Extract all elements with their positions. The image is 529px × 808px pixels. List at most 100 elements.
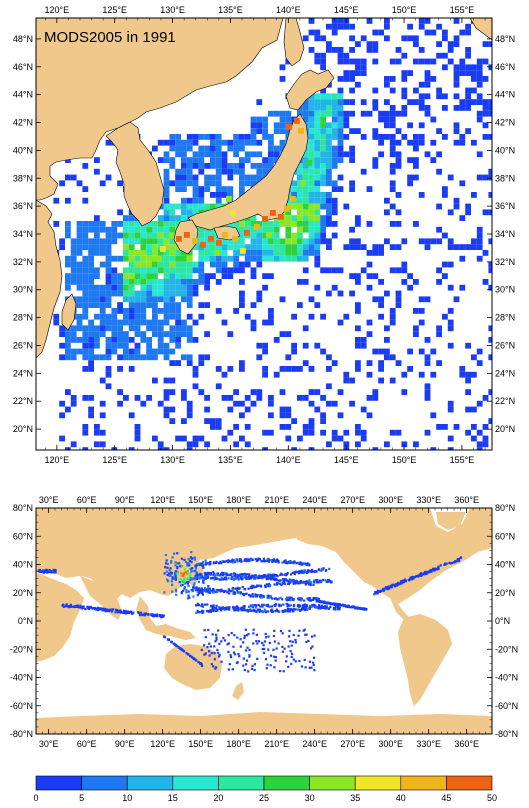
regional-density-cell	[465, 371, 471, 378]
regional-density-cell	[239, 296, 245, 303]
regional-density-cell	[105, 244, 112, 250]
regional-density-cell	[169, 157, 176, 163]
regional-density-cell	[337, 105, 344, 111]
regional-density-cell	[99, 296, 106, 303]
regional-density-cell	[447, 308, 454, 314]
global-landmass	[36, 508, 492, 734]
global-density-cell	[284, 561, 288, 565]
global-density-cell	[229, 656, 233, 659]
global-density-cell	[322, 578, 325, 582]
regional-density-cell	[366, 371, 373, 378]
regional-density-cell	[355, 81, 361, 88]
regional-density-cell	[76, 273, 83, 279]
global-density-cell	[190, 551, 193, 554]
global-density-cell	[248, 655, 251, 658]
regional-density-cell	[302, 244, 309, 250]
global-density-cell	[444, 562, 447, 565]
regional-density-cell	[134, 395, 141, 401]
global-density-cell	[327, 602, 330, 605]
regional-density-cell	[337, 412, 344, 419]
global-density-cell	[122, 610, 126, 613]
regional-lon-label-bottom: 130°E	[160, 455, 185, 465]
regional-density-cell	[163, 255, 170, 262]
regional-density-cell	[476, 76, 483, 82]
global-density-cell	[420, 573, 424, 576]
global-density-cell	[186, 570, 189, 573]
global-density-cell	[127, 611, 130, 614]
regional-density-cell	[192, 203, 199, 210]
regional-density-cell	[337, 58, 344, 65]
hokkaido-island	[285, 69, 335, 111]
regional-density-cell	[181, 180, 187, 187]
global-density-cell	[280, 583, 283, 587]
regional-density-cell	[117, 325, 123, 332]
regional-density-cell	[314, 58, 321, 65]
regional-density-cell	[157, 279, 164, 285]
regional-density-cell	[482, 134, 489, 140]
regional-density-cell	[349, 186, 355, 192]
regional-density-cell	[198, 145, 205, 152]
global-density-cell	[249, 559, 252, 562]
global-density-cell	[226, 607, 229, 610]
regional-density-cell	[453, 93, 460, 100]
regional-density-cell	[76, 250, 83, 256]
regional-density-cell	[413, 325, 419, 332]
global-density-cell	[191, 589, 194, 593]
regional-density-cell	[175, 221, 181, 227]
global-lat-label-left: 0°N	[18, 616, 33, 626]
global-density-cell	[307, 598, 311, 602]
regional-density-cell	[163, 377, 170, 384]
regional-density-cell	[349, 377, 355, 384]
regional-density-cell	[320, 163, 326, 169]
regional-density-cell	[70, 261, 77, 268]
regional-density-cell	[291, 203, 297, 210]
global-density-cell	[165, 562, 168, 565]
regional-density-cell	[152, 232, 158, 239]
regional-density-cell	[424, 244, 431, 250]
global-density-cell	[311, 603, 314, 607]
global-density-cell	[305, 571, 308, 574]
global-density-cell	[186, 576, 190, 579]
global-density-cell	[285, 655, 288, 658]
regional-density-cell	[349, 58, 355, 65]
global-density-cell	[182, 589, 185, 592]
regional-density-cell	[401, 87, 408, 94]
regional-density-cell	[198, 273, 205, 279]
regional-density-cell	[262, 342, 268, 349]
regional-density-cell	[337, 87, 344, 94]
regional-density-cell	[349, 128, 355, 134]
global-density-cell	[193, 556, 197, 559]
regional-density-cell	[146, 279, 152, 285]
regional-density-cell	[337, 23, 344, 30]
regional-hotspot-cell	[156, 256, 162, 262]
regional-density-cell	[308, 139, 315, 146]
regional-density-cell	[215, 267, 222, 274]
regional-density-cell	[221, 371, 228, 378]
regional-density-cell	[146, 302, 152, 308]
regional-density-cell	[331, 29, 338, 36]
global-density-cell	[247, 605, 251, 608]
regional-density-cell	[389, 122, 396, 129]
global-density-cell	[202, 566, 205, 569]
regional-lat-label-left: 36°N	[13, 201, 33, 211]
global-density-cell	[420, 574, 423, 577]
regional-density-cell	[192, 366, 199, 372]
regional-density-cell	[105, 366, 112, 372]
regional-density-cell	[111, 348, 118, 355]
regional-density-cell	[192, 441, 199, 448]
global-density-cell	[308, 564, 311, 567]
global-density-cell	[110, 610, 114, 613]
regional-lon-label-bottom: 125°E	[102, 455, 127, 465]
regional-density-cell	[424, 105, 431, 111]
regional-density-cell	[326, 145, 332, 152]
global-density-cell	[211, 589, 214, 592]
regional-density-cell	[424, 383, 431, 390]
global-density-cell	[324, 601, 328, 604]
regional-density-cell	[442, 64, 448, 71]
regional-density-cell	[65, 354, 71, 361]
global-density-cell	[232, 588, 235, 591]
regional-density-cell	[192, 186, 199, 192]
global-density-cell	[319, 580, 323, 584]
regional-density-cell	[349, 226, 355, 233]
regional-density-cell	[337, 174, 344, 181]
